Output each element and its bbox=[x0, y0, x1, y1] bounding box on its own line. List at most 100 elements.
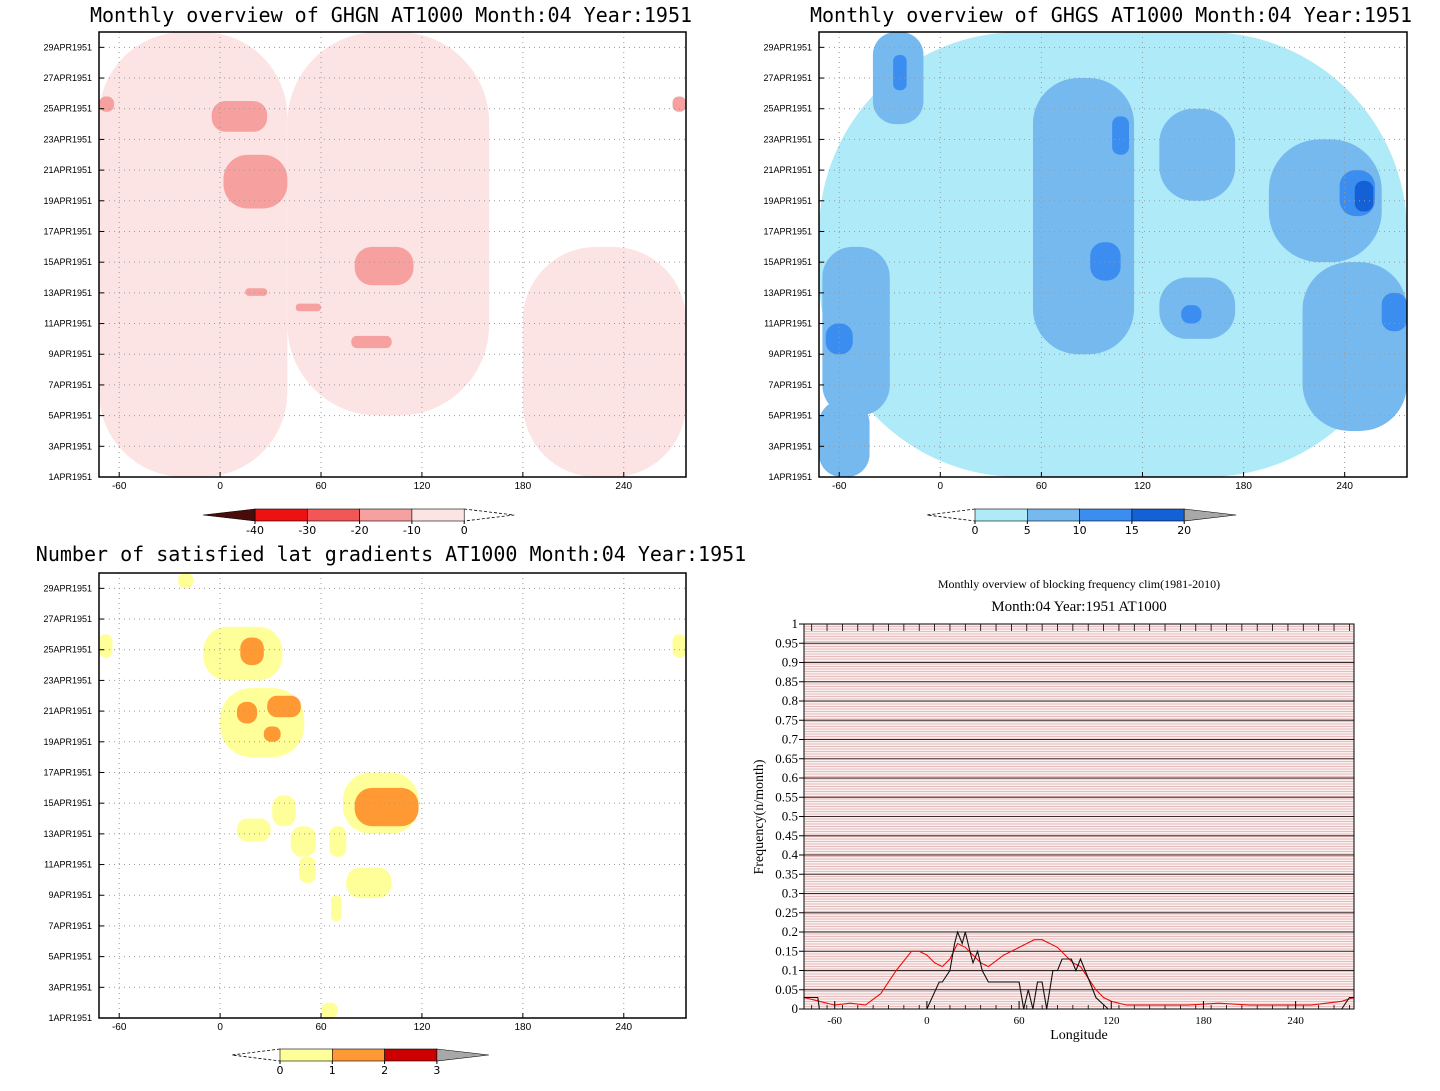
y-tick-label: 0.75 bbox=[775, 712, 798, 727]
y-tick-label: 25APR1951 bbox=[43, 104, 92, 114]
y-tick-label: 0.35 bbox=[775, 866, 798, 881]
y-tick-label: 9APR1951 bbox=[768, 349, 812, 359]
y-tick-label: 0.4 bbox=[782, 847, 799, 862]
y-tick-label: 0.95 bbox=[775, 635, 798, 650]
y-tick-label: 0.25 bbox=[775, 905, 798, 920]
x-tick-label: 120 bbox=[1134, 481, 1151, 492]
contour-region bbox=[354, 246, 414, 286]
contour-region bbox=[825, 323, 853, 355]
series-line-black bbox=[804, 930, 1354, 1010]
ghgs-chart: -60 0 60 120 180 240 1APR1951 3APR1951 5APR1951 7… bbox=[763, 3, 1412, 537]
y-tick-label: 0.9 bbox=[782, 655, 798, 670]
y-tick-label: 15APR1951 bbox=[43, 257, 92, 267]
contour-region bbox=[287, 32, 490, 416]
colorbar-label: 15 bbox=[1125, 524, 1139, 537]
x-tick-label: 120 bbox=[414, 481, 431, 492]
contour-region bbox=[267, 695, 301, 718]
grid bbox=[99, 573, 686, 1019]
colorbar-swatch bbox=[359, 508, 413, 522]
y-tick-label: 0.15 bbox=[775, 943, 798, 958]
colorbar-label: 10 bbox=[1073, 524, 1087, 537]
contour-region bbox=[99, 634, 113, 658]
colorbar-swatch bbox=[1131, 508, 1185, 522]
contour-region bbox=[1268, 139, 1382, 263]
contour-regions bbox=[99, 573, 686, 1018]
y-tick-label: 1 bbox=[792, 616, 799, 631]
y-tick-label: 0.45 bbox=[775, 828, 798, 843]
x-tick-label: -60 bbox=[112, 1022, 127, 1033]
y-tick-label: 25APR1951 bbox=[43, 645, 92, 655]
colorbar-label: 3 bbox=[433, 1064, 440, 1077]
y-tick-label: 11APR1951 bbox=[44, 860, 92, 870]
contour-region bbox=[236, 818, 271, 842]
contour-region bbox=[223, 154, 288, 209]
stripes bbox=[804, 626, 1354, 1007]
colorbar-swatch bbox=[974, 508, 1028, 522]
y-tick-label: 23APR1951 bbox=[43, 675, 92, 685]
x-tick-label: 0 bbox=[217, 481, 223, 492]
blocking-chart: -60 0 60 120 180 240 0 0.05 0.1 0.15 0.2 0.25 0.3 0.3… bbox=[752, 577, 1355, 1043]
contour-region bbox=[211, 101, 268, 132]
contour-region bbox=[1381, 292, 1407, 332]
y-tick-label: 21APR1951 bbox=[43, 165, 92, 175]
y-tick-label: 29APR1951 bbox=[43, 583, 92, 593]
y-tick-label: 21APR1951 bbox=[763, 165, 812, 175]
plot-frame bbox=[98, 572, 687, 1019]
colorbar-extend-high bbox=[436, 1048, 489, 1062]
colorbar: 0 1 2 3 bbox=[231, 1048, 489, 1077]
y-tick-label: 17APR1951 bbox=[763, 226, 812, 236]
colorbar-swatch bbox=[279, 1048, 333, 1062]
y-tick-label: 17APR1951 bbox=[43, 226, 92, 236]
contour-region bbox=[236, 701, 258, 724]
y-tick-label: 11APR1951 bbox=[764, 319, 812, 329]
contour-region bbox=[1159, 108, 1236, 201]
y-tick-label: 0.55 bbox=[775, 789, 798, 804]
x-tick-label: 60 bbox=[315, 481, 327, 492]
y-tick-label: 5APR1951 bbox=[48, 411, 92, 421]
contour-region bbox=[893, 55, 907, 91]
y-tick-label: 7APR1951 bbox=[48, 380, 92, 390]
x-tick-label: 0 bbox=[938, 481, 944, 492]
y-tick-label: 0.85 bbox=[775, 674, 798, 689]
contour-region bbox=[672, 634, 686, 658]
colorbar-extend-high bbox=[464, 508, 515, 522]
y-tick-label: 9APR1951 bbox=[48, 890, 92, 900]
contour-region bbox=[672, 96, 686, 112]
colorbar-label: 2 bbox=[381, 1064, 388, 1077]
y-tick-label: 1APR1951 bbox=[48, 472, 92, 482]
grad-chart: -60 0 60 120 180 2401APR19513APR19515APR19517… bbox=[36, 542, 746, 1077]
x-tick-label: 240 bbox=[1336, 481, 1353, 492]
x-tick-label: 120 bbox=[414, 1022, 431, 1033]
contour-region bbox=[295, 303, 322, 312]
y-tick-label: 23APR1951 bbox=[43, 134, 92, 144]
x-tick-label: 180 bbox=[1235, 481, 1252, 492]
chart-title: Monthly overview of GHGN AT1000 Month:04… bbox=[90, 3, 692, 27]
x-tick-label: 60 bbox=[315, 1022, 327, 1033]
colorbar-extend-low bbox=[926, 508, 976, 522]
contour-region bbox=[1354, 180, 1374, 212]
y-tick-label: 15APR1951 bbox=[43, 798, 92, 808]
colorbar-swatch bbox=[384, 1048, 438, 1062]
y-tick-label: 0 bbox=[792, 1001, 799, 1016]
y-tick-label: 3APR1951 bbox=[768, 441, 812, 451]
contour-region bbox=[331, 895, 342, 922]
colorbar-swatch bbox=[1079, 508, 1133, 522]
y-tick-label: 0.65 bbox=[775, 751, 798, 766]
y-tick-label: 13APR1951 bbox=[43, 288, 92, 298]
x-tick-label: 60 bbox=[1014, 1015, 1026, 1027]
x-tick-label: 0 bbox=[924, 1015, 930, 1027]
colorbar-label: -40 bbox=[246, 524, 264, 537]
x-tick-label: 180 bbox=[515, 1022, 532, 1033]
y-tick-label: 7APR1951 bbox=[768, 380, 812, 390]
x-axis-label: Longitude bbox=[1050, 1028, 1108, 1043]
contour-region bbox=[245, 288, 268, 296]
plot-frame bbox=[818, 31, 1408, 478]
colorbar: 0 5 10 15 20 bbox=[926, 508, 1237, 537]
contour-region bbox=[346, 867, 392, 899]
colorbar-extend-high bbox=[1183, 508, 1237, 522]
contour-region bbox=[822, 246, 890, 416]
colorbar-label: 20 bbox=[1177, 524, 1191, 537]
contour-region bbox=[522, 246, 686, 477]
colorbar-swatch bbox=[411, 508, 465, 522]
